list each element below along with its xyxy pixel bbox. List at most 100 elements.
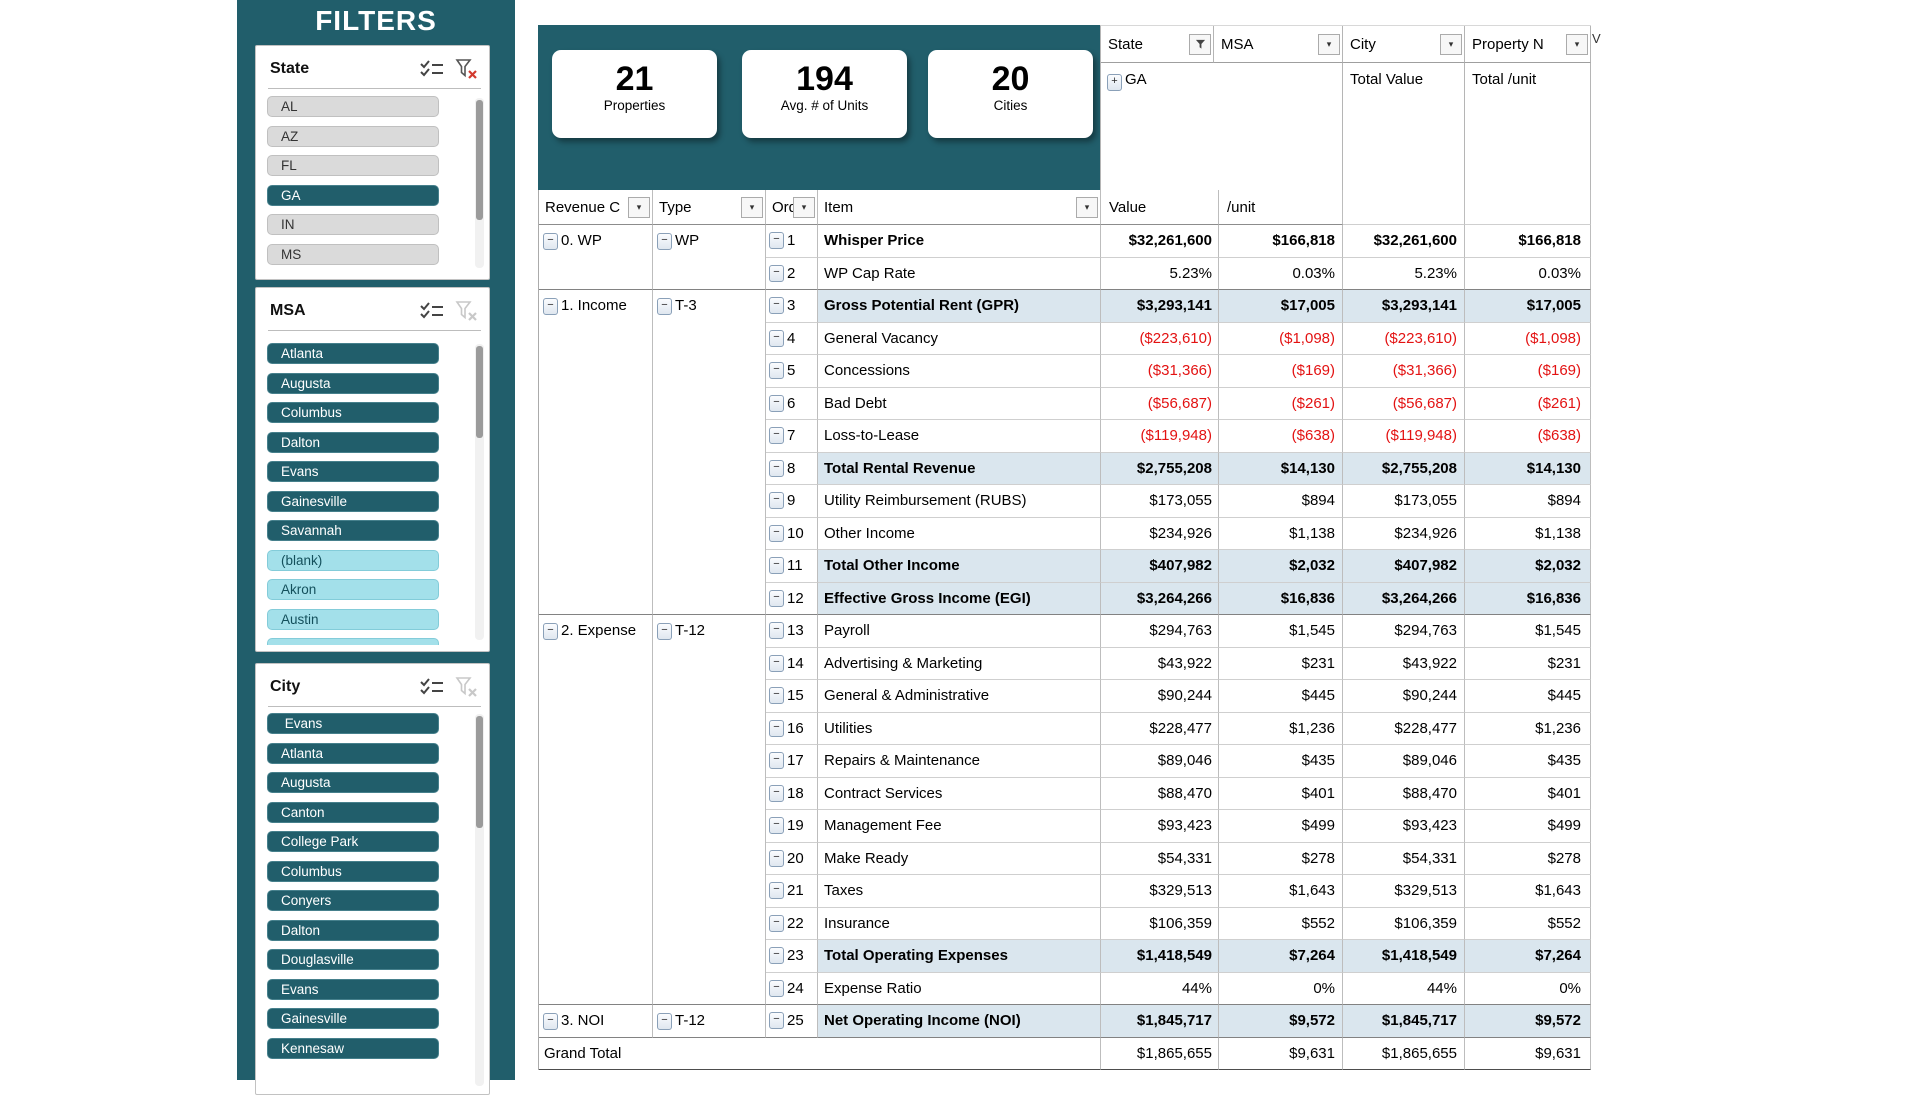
group-revenue-category[interactable]: −2. Expense [539, 615, 653, 1005]
total-value-cell[interactable]: $228,477 [1343, 712, 1465, 745]
group-revenue-category[interactable]: −0. WP [539, 225, 653, 290]
item-cell[interactable]: Whisper Price [818, 225, 1101, 258]
total-value-cell[interactable]: $234,926 [1343, 517, 1465, 550]
order-cell[interactable]: −13 [766, 615, 818, 648]
per-unit-cell[interactable]: $435 [1219, 745, 1343, 778]
order-cell[interactable]: −23 [766, 940, 818, 973]
order-cell[interactable]: −7 [766, 420, 818, 453]
per-unit-cell[interactable]: $1,643 [1219, 875, 1343, 908]
slicer-item-ga[interactable]: GA [267, 184, 439, 206]
total-value-cell[interactable]: ($31,366) [1343, 355, 1465, 388]
total-per-unit-cell[interactable]: ($638) [1465, 420, 1591, 453]
multi-select-icon[interactable] [416, 674, 448, 700]
total-per-unit-cell[interactable]: $1,545 [1465, 615, 1591, 648]
clear-filter-icon-disabled[interactable] [451, 298, 483, 324]
value-cell[interactable]: ($119,948) [1101, 420, 1219, 453]
collapse-icon[interactable]: − [769, 492, 784, 510]
header-revenue-category[interactable]: Revenue C ▾ [539, 190, 653, 225]
total-per-unit-cell[interactable]: $1,138 [1465, 517, 1591, 550]
total-per-unit-cell[interactable]: $231 [1465, 647, 1591, 680]
item-cell[interactable]: Management Fee [818, 810, 1101, 843]
order-cell[interactable]: −6 [766, 387, 818, 420]
item-cell[interactable]: WP Cap Rate [818, 257, 1101, 290]
total-per-unit-cell[interactable]: ($261) [1465, 387, 1591, 420]
value-cell[interactable]: ($31,366) [1101, 355, 1219, 388]
slicer-item-evans[interactable]: Evans [267, 461, 439, 482]
total-per-unit-cell[interactable]: $894 [1465, 485, 1591, 518]
item-cell[interactable]: Payroll [818, 615, 1101, 648]
total-per-unit-cell[interactable]: $499 [1465, 810, 1591, 843]
dropdown-icon[interactable]: ▾ [1076, 196, 1098, 218]
slicer-item-ms[interactable]: MS [267, 243, 439, 265]
total-value-header[interactable]: Total Value [1343, 63, 1465, 191]
item-cell[interactable]: Net Operating Income (NOI) [818, 1005, 1101, 1038]
slicer-item-austin[interactable]: Austin [267, 608, 439, 630]
per-unit-cell[interactable]: $552 [1219, 907, 1343, 940]
total-unit-header[interactable]: Total /unit [1465, 63, 1591, 191]
order-cell[interactable]: −16 [766, 712, 818, 745]
total-value-cell[interactable]: $93,423 [1343, 810, 1465, 843]
value-cell[interactable]: 44% [1101, 972, 1219, 1005]
collapse-icon[interactable]: − [769, 524, 784, 542]
group-revenue-category[interactable]: −3. NOI [539, 1005, 653, 1038]
slicer-item-in[interactable]: IN [267, 214, 439, 235]
header-value[interactable]: Value [1101, 190, 1219, 225]
slicer-item-dalton[interactable]: Dalton [267, 431, 439, 453]
collapse-icon[interactable]: − [543, 233, 558, 250]
order-cell[interactable]: −9 [766, 485, 818, 518]
total-per-unit-cell[interactable]: $278 [1465, 842, 1591, 875]
collapse-icon[interactable]: − [543, 1013, 558, 1030]
slicer-item-gainesville[interactable]: Gainesville [267, 490, 439, 512]
total-per-unit-cell[interactable]: ($1,098) [1465, 322, 1591, 355]
scrollbar-thumb[interactable] [476, 346, 483, 438]
scrollbar[interactable] [475, 98, 484, 268]
total-per-unit-cell[interactable]: $7,264 [1465, 940, 1591, 973]
total-value-cell[interactable]: $43,922 [1343, 647, 1465, 680]
total-value-cell[interactable]: 5.23% [1343, 257, 1465, 290]
per-unit-cell[interactable]: ($169) [1219, 355, 1343, 388]
per-unit-cell[interactable]: $1,545 [1219, 615, 1343, 648]
collapse-icon[interactable]: − [769, 362, 784, 380]
per-unit-cell[interactable]: $9,572 [1219, 1005, 1343, 1038]
multi-select-icon[interactable] [416, 298, 448, 324]
order-cell[interactable]: −20 [766, 842, 818, 875]
value-cell[interactable]: $89,046 [1101, 745, 1219, 778]
group-type[interactable]: − T-12 [653, 1005, 766, 1038]
pivot-field-state[interactable]: State [1101, 26, 1214, 63]
collapse-icon[interactable]: − [769, 264, 784, 282]
grand-total-value[interactable]: $1,865,655 [1101, 1037, 1219, 1070]
value-cell[interactable]: $93,423 [1101, 810, 1219, 843]
collapse-icon[interactable]: − [769, 394, 784, 412]
slicer-item-al[interactable]: AL [267, 96, 439, 117]
order-cell[interactable]: −12 [766, 582, 818, 615]
collapse-icon[interactable]: − [657, 623, 672, 640]
value-cell[interactable]: $54,331 [1101, 842, 1219, 875]
order-cell[interactable]: −17 [766, 745, 818, 778]
item-cell[interactable]: Insurance [818, 907, 1101, 940]
order-cell[interactable]: −15 [766, 680, 818, 713]
collapse-icon[interactable]: − [769, 459, 784, 477]
pivot-field-property[interactable]: Property N ▾ [1465, 26, 1591, 63]
clear-filter-icon[interactable] [451, 56, 483, 82]
collapse-icon[interactable]: − [543, 623, 558, 640]
per-unit-cell[interactable]: $401 [1219, 777, 1343, 810]
value-cell[interactable]: $43,922 [1101, 647, 1219, 680]
total-per-unit-cell[interactable]: $1,236 [1465, 712, 1591, 745]
slicer-item-atlanta[interactable]: Atlanta [267, 343, 439, 364]
slicer-item-augusta[interactable]: Augusta [267, 772, 439, 793]
per-unit-cell[interactable]: $14,130 [1219, 452, 1343, 485]
total-value-cell[interactable]: $2,755,208 [1343, 452, 1465, 485]
value-cell[interactable]: $3,293,141 [1101, 290, 1219, 323]
dropdown-icon[interactable]: ▾ [741, 196, 763, 218]
slicer-item-college-park[interactable]: College Park [267, 831, 439, 852]
dropdown-icon[interactable]: ▾ [793, 196, 815, 218]
order-cell[interactable]: −14 [766, 647, 818, 680]
order-cell[interactable]: −22 [766, 907, 818, 940]
value-cell[interactable]: $106,359 [1101, 907, 1219, 940]
slicer-item-cut-off[interactable] [267, 638, 439, 645]
value-cell[interactable]: $228,477 [1101, 712, 1219, 745]
collapse-icon[interactable]: − [769, 232, 784, 250]
total-value-cell[interactable]: $173,055 [1343, 485, 1465, 518]
value-cell[interactable]: 5.23% [1101, 257, 1219, 290]
total-value-cell[interactable]: $329,513 [1343, 875, 1465, 908]
